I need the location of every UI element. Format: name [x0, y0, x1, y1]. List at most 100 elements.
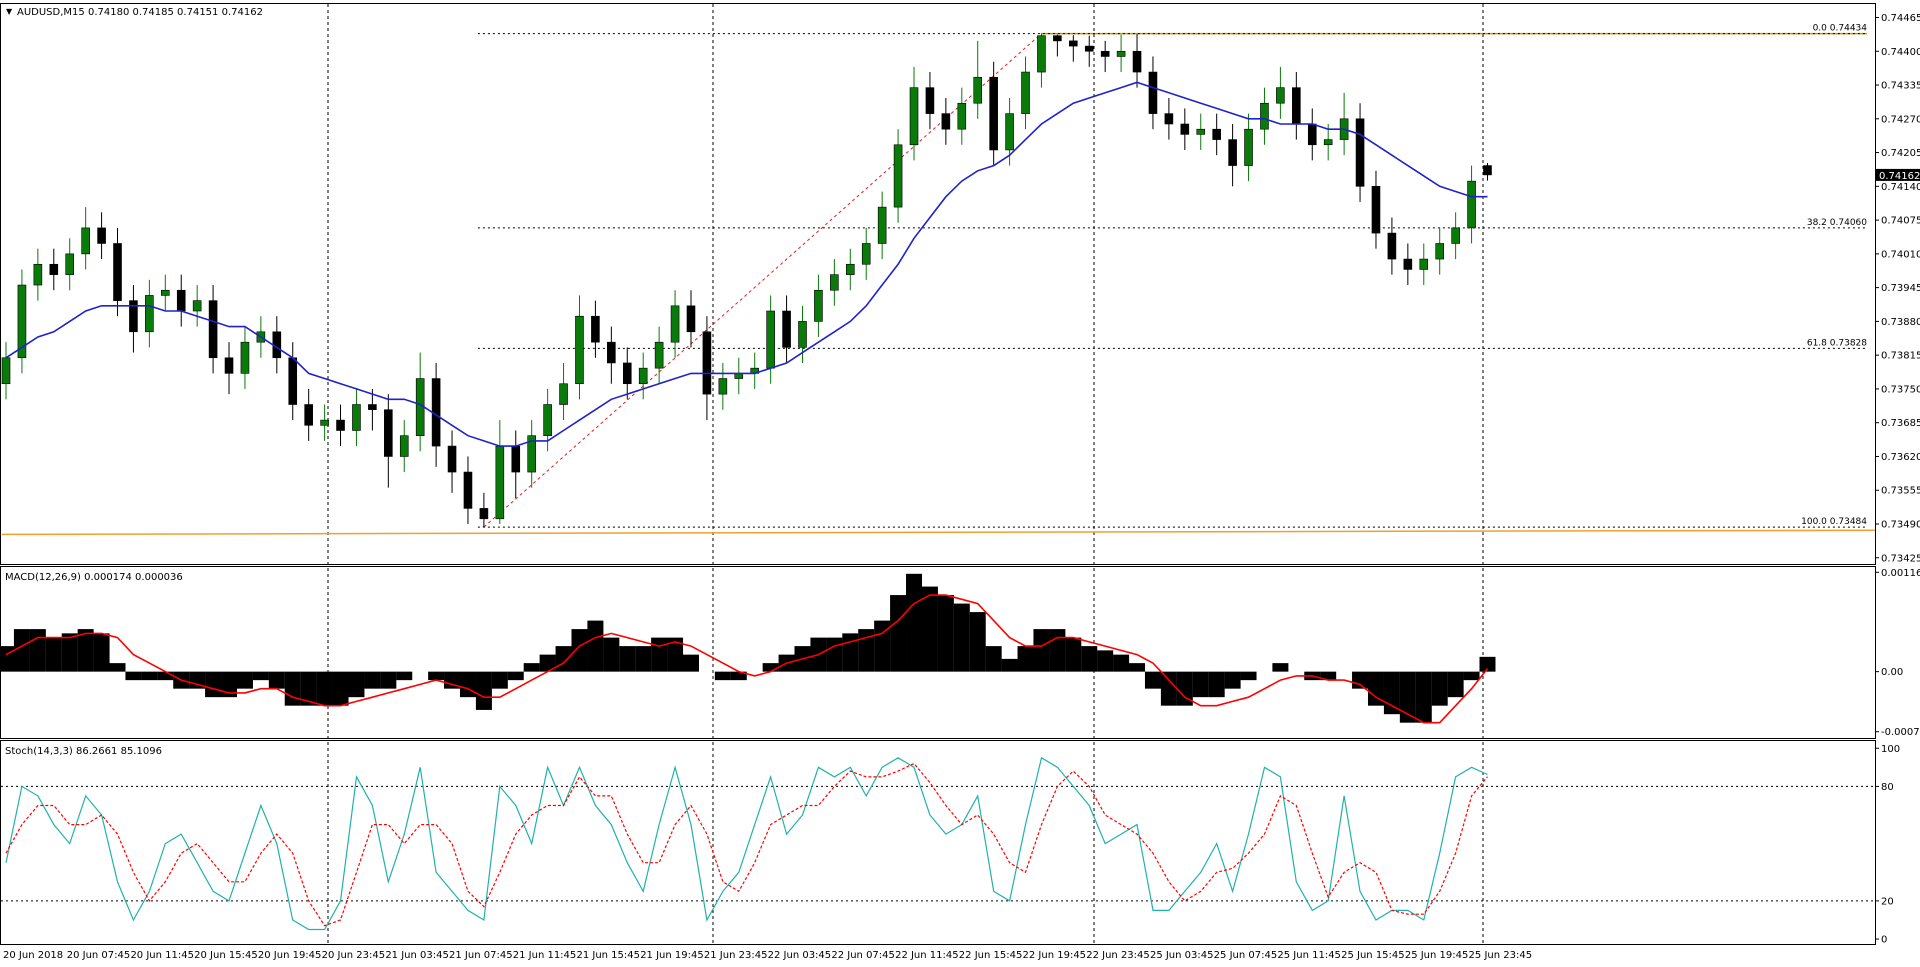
- candle-body: [208, 300, 218, 359]
- d-value: 85.1096: [121, 746, 162, 757]
- macd-bar: [985, 646, 1002, 672]
- candle-body: [1005, 113, 1014, 151]
- candle-body: [81, 227, 90, 255]
- candle-body: [527, 435, 536, 473]
- stoch-k: [5, 756, 1488, 931]
- candle-body: [1307, 123, 1317, 146]
- macd-bar: [1033, 629, 1050, 672]
- macd-bar: [45, 637, 62, 672]
- macd-bar: [571, 629, 588, 672]
- candle-body: [1, 357, 11, 385]
- macd-bar: [428, 671, 445, 681]
- macd-bar: [1081, 646, 1098, 672]
- macd-bar: [1129, 663, 1146, 672]
- macd-bar: [890, 595, 907, 672]
- y-tick-label: 0: [1881, 935, 1887, 946]
- candle-body: [1467, 180, 1476, 229]
- candle-body: [447, 445, 457, 473]
- y-tick-label: 0.74270: [1881, 114, 1920, 125]
- x-tick-label: 25 Jun 11:45: [1277, 950, 1341, 961]
- macd-bar: [300, 671, 317, 706]
- macd-bar: [1144, 671, 1161, 689]
- y-tick-label: 0.73880: [1881, 317, 1920, 328]
- candle-body: [654, 341, 664, 369]
- candle-body: [1100, 50, 1110, 57]
- macd-bar: [1431, 671, 1448, 706]
- y-tick-label: 0.73490: [1881, 520, 1920, 531]
- fib-label: 38.2 0.74060: [1807, 218, 1867, 228]
- macd-bar: [682, 654, 699, 672]
- x-tick-label: 25 Jun 23:45: [1469, 950, 1533, 961]
- open: 0.74180: [88, 7, 129, 18]
- price-box: [1876, 168, 1920, 181]
- candle-body: [877, 206, 887, 244]
- y-tick-label: 0.74140: [1881, 182, 1920, 193]
- y-tick-label: 0.73685: [1881, 418, 1920, 429]
- macd-bar: [1049, 629, 1066, 672]
- y-tick-label: 0.73750: [1881, 384, 1920, 395]
- x-tick-label: 25 Jun 19:45: [1405, 950, 1469, 961]
- y-tick-label: 0.74465: [1881, 13, 1920, 24]
- macd-bar: [1001, 658, 1018, 672]
- fib-percent: 61.8: [1807, 338, 1827, 348]
- macd-bar: [1160, 671, 1177, 706]
- candle-body: [240, 341, 250, 374]
- macd-bar: [826, 637, 843, 672]
- candle-body: [814, 289, 823, 322]
- y-tick-label: -0.000706: [1881, 727, 1920, 738]
- candle-body: [192, 300, 202, 312]
- header: AUDUSD,M15 0.74180 0.74185 0.74151 0.741…: [17, 7, 263, 18]
- candle-body: [1180, 123, 1190, 135]
- candle-body: [1228, 139, 1237, 166]
- x-tick-label: 25 Jun 03:45: [1150, 950, 1214, 961]
- stoch-panel: [0, 740, 1876, 945]
- macd-bar: [1113, 654, 1130, 672]
- macd-title: MACD(12,26,9): [5, 572, 81, 583]
- x-tick-label: 22 Jun 19:45: [1023, 950, 1087, 961]
- macd-bar: [284, 671, 301, 706]
- x-tick-label: 25 Jun 07:45: [1214, 950, 1278, 961]
- candle-body: [1021, 71, 1030, 114]
- candle-body: [1403, 258, 1413, 270]
- candle-body: [702, 331, 712, 395]
- y-tick-label: 100: [1881, 744, 1900, 755]
- x-tick-label: 21 Jun 19:45: [640, 950, 704, 961]
- candle-body: [1276, 87, 1285, 104]
- signal-line: [5, 594, 1489, 724]
- candle-body: [495, 445, 505, 520]
- macd-bar: [1065, 637, 1082, 672]
- macd-bar: [1097, 650, 1114, 672]
- y-tick-label: 0.73620: [1881, 452, 1920, 463]
- candle-body: [957, 102, 967, 130]
- macd-bar: [651, 637, 668, 672]
- macd-bar: [348, 671, 365, 698]
- candle-body: [288, 357, 298, 405]
- candle-body: [1419, 258, 1429, 270]
- candle-body: [1323, 139, 1333, 146]
- y-tick-label: 0.74075: [1881, 216, 1920, 227]
- macd-bar: [858, 629, 875, 672]
- fib-label: 100.0 0.73484: [1801, 517, 1867, 527]
- y-tick-label: 0.73945: [1881, 283, 1920, 294]
- fib-percent: 100.0: [1801, 517, 1827, 527]
- macd-bar: [268, 671, 285, 689]
- candle-body: [368, 404, 377, 411]
- candle-body: [798, 321, 807, 348]
- candle-body: [559, 383, 568, 405]
- candle-body: [1069, 40, 1078, 47]
- macd-bar: [205, 671, 222, 698]
- fib-percent: 0.0: [1813, 24, 1828, 34]
- main-panel: [0, 3, 1876, 565]
- fib-price: 0.73484: [1830, 517, 1867, 527]
- y-tick-label: 80: [1881, 782, 1894, 793]
- macd-bar: [109, 663, 126, 672]
- x-tick-label: 22 Jun 11:45: [895, 950, 959, 961]
- k-value: 86.2661: [76, 746, 117, 757]
- candle-body: [973, 76, 983, 104]
- y-tick-label: 0.74010: [1881, 249, 1920, 260]
- candle-body: [1244, 128, 1253, 166]
- fib-label: 0.0 0.74434: [1813, 24, 1868, 34]
- x-tick-label: 20 Jun 23:45: [322, 950, 386, 961]
- x-tick-label: 22 Jun 03:45: [768, 950, 832, 961]
